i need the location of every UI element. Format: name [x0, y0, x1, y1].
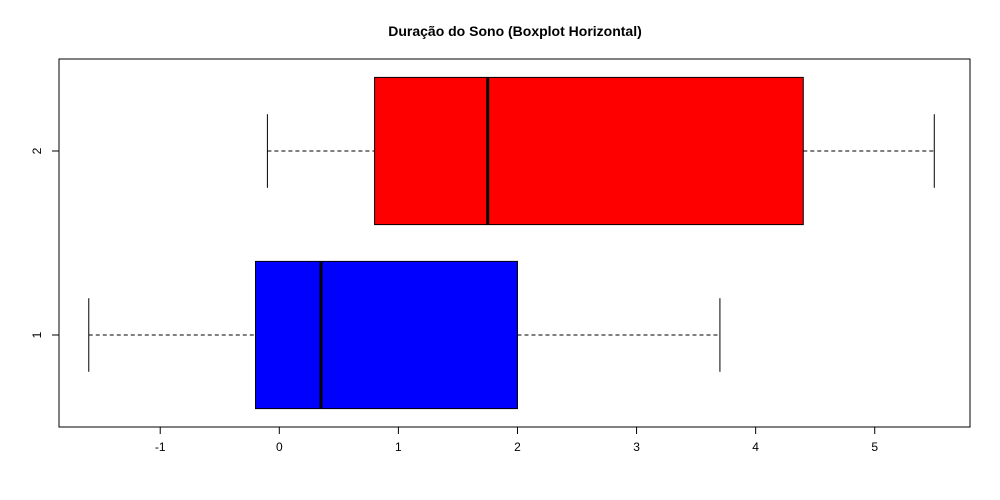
box-iqr-1: [254, 260, 518, 410]
x-tick-label: 0: [276, 440, 283, 454]
y-tick-label: 1: [30, 331, 44, 338]
x-tick-label: 1: [395, 440, 402, 454]
x-axis: -1 0 1 2 3 4 5: [155, 426, 878, 454]
x-tick-label: 3: [633, 440, 640, 454]
y-axis: 12: [30, 147, 60, 338]
chart-title: Duração do Sono (Boxplot Horizontal): [388, 23, 642, 39]
x-tick-label: -1: [155, 440, 166, 454]
x-tick-label: 5: [871, 440, 878, 454]
x-tick-label: 2: [514, 440, 521, 454]
boxes-layer: [88, 76, 935, 410]
box-group-1: [88, 260, 721, 410]
box-iqr-2: [374, 76, 804, 226]
box-group-2: [266, 76, 935, 226]
x-tick-label: 4: [752, 440, 759, 454]
y-tick-label: 2: [30, 147, 44, 154]
